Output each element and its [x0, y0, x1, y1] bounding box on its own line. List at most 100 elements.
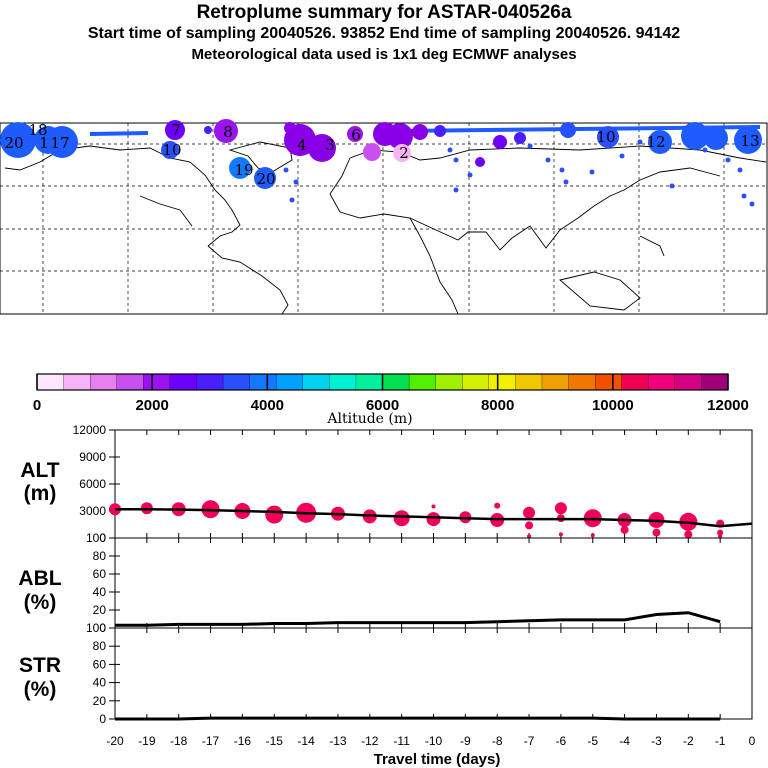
plume-marker	[387, 123, 413, 149]
plume-marker	[165, 120, 185, 140]
alt-tick-label: 3000	[79, 504, 106, 518]
alt-marker	[426, 512, 441, 527]
alt-x-ticks	[114, 430, 753, 538]
colorbar-cell	[701, 373, 729, 391]
plume-marker	[648, 130, 672, 154]
plume-marker	[229, 157, 251, 179]
x-tick-label: -10	[425, 734, 443, 748]
x-tick-label: -11	[393, 734, 410, 748]
colorbar-cell	[408, 373, 437, 391]
colorbar-tick-label: 4000	[251, 397, 284, 414]
alt-y-axis: 12000 9000 6000 3000 0	[73, 423, 120, 545]
plume-marker-small	[453, 187, 459, 193]
alt-marker	[620, 525, 629, 534]
plume-marker-small	[447, 147, 453, 153]
plume-marker-small	[637, 139, 643, 145]
plume-marker	[597, 126, 619, 148]
alt-marker	[554, 502, 567, 515]
plume-marker-small	[289, 197, 295, 203]
plume-marker	[493, 135, 507, 149]
chart-title: Retroplume summary for ASTAR-040526a	[196, 2, 572, 23]
day-label: 17	[50, 134, 69, 152]
alt-tick-label: 9000	[79, 450, 106, 464]
alt-marker	[431, 504, 436, 509]
sampling-times: Start time of sampling 20040526. 93852 E…	[87, 25, 681, 42]
x-axis-tick-labels: -20 -19 -18 -17 -16 -15 -14 -13 -12 -11 -10 -9 -8 -7-…	[106, 734, 755, 748]
x-tick-label: -3	[651, 734, 662, 748]
colorbar-tick-label: 6000	[366, 397, 399, 414]
day-label: 6	[351, 126, 361, 144]
alt-marker	[393, 510, 410, 527]
abl-series-line	[115, 611, 721, 627]
colorbar-cell	[116, 373, 144, 391]
alt-marker	[527, 534, 532, 539]
colorbar-cell	[222, 373, 251, 391]
day-label: 19	[234, 161, 253, 179]
day-label: 12	[646, 133, 665, 151]
x-tick-label: -2	[683, 734, 694, 748]
x-tick-label: -13	[329, 734, 347, 748]
x-axis-title: Travel time (days)	[374, 751, 501, 768]
colorbar-cell	[594, 373, 623, 391]
colorbar-cell	[249, 373, 277, 391]
colorbar-tick-label: 8000	[481, 397, 514, 414]
x-tick-label: -14	[297, 734, 315, 748]
plume-marker-small	[749, 201, 755, 207]
plume-marker-small	[589, 169, 595, 175]
x-tick-label: -9	[460, 734, 471, 748]
x-tick-label: -17	[202, 734, 220, 748]
alt-marker	[590, 533, 595, 538]
abl-y-axis: 100 80 60 40 20 0	[86, 531, 120, 635]
colorbar-cell	[63, 373, 91, 391]
plume-marker-small	[737, 167, 743, 173]
day-label: 4	[297, 136, 307, 154]
day-label: 18	[28, 121, 47, 139]
alt-panel-unit: (m)	[24, 482, 57, 505]
alt-marker	[494, 502, 501, 509]
abl-tick-label: 100	[86, 531, 106, 545]
plume-marker-small	[563, 179, 569, 185]
panel-labels: ALT (m) ABL (%) STR (%)	[18, 459, 61, 701]
plume-marker	[560, 122, 576, 138]
x-tick-label: -8	[492, 734, 503, 748]
alt-marker	[717, 529, 724, 536]
plume-markers	[0, 119, 762, 207]
colorbar-cell	[515, 373, 543, 391]
colorbar-cell	[355, 373, 383, 391]
colorbar-cells	[36, 373, 729, 391]
colorbar-cell	[674, 373, 702, 391]
abl-tick-label: 0	[99, 621, 106, 635]
plume-marker	[284, 122, 296, 134]
alt-tick-label: 12000	[73, 423, 107, 437]
x-tick-label: 0	[749, 734, 756, 748]
x-tick-label: -19	[138, 734, 156, 748]
plume-marker	[734, 126, 762, 154]
plume-marker	[161, 141, 179, 159]
plume-marker	[214, 119, 238, 143]
x-tick-label: -7	[524, 734, 535, 748]
str-frame	[114, 627, 753, 720]
day-label: 3	[325, 136, 335, 154]
abl-tick-label: 20	[93, 603, 107, 617]
colorbar-cell	[462, 373, 490, 391]
plume-marker-small	[741, 193, 747, 199]
colorbar-cell	[329, 373, 357, 391]
colorbar-cell	[648, 373, 676, 391]
colorbar-label: Altitude (m)	[326, 411, 412, 427]
plume-marker-small	[527, 143, 533, 149]
plume-marker-small	[283, 167, 289, 173]
abl-panel-label: ABL	[18, 567, 61, 590]
str-panel: 100 80 60 40 20 0	[86, 621, 753, 726]
plume-marker-small	[619, 153, 625, 159]
plume-marker	[681, 122, 709, 150]
day-label: 8	[223, 123, 233, 141]
colorbar-cell	[488, 373, 516, 391]
plume-marker-small	[559, 167, 565, 173]
str-tick-label: 0	[99, 712, 106, 726]
alt-marker	[684, 530, 693, 539]
colorbar-tick-label: 10000	[592, 397, 634, 414]
x-tick-label: -20	[106, 734, 124, 748]
alt-panel: 12000 9000 6000 3000 0	[73, 423, 753, 545]
